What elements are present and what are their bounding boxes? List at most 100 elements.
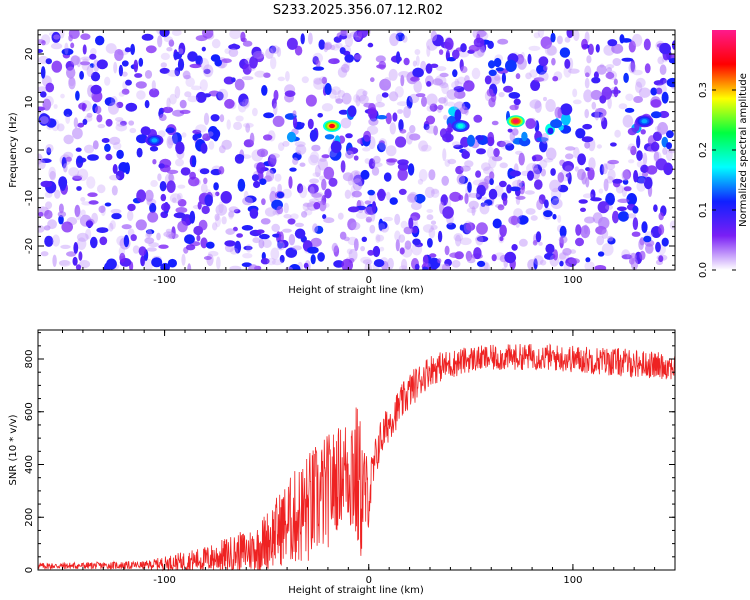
- heatmap-cell: [363, 102, 374, 108]
- heatmap-cell: [592, 212, 603, 224]
- heatmap-cell: [451, 260, 461, 268]
- heatmap-cell: [533, 32, 540, 39]
- heatmap-cell: [271, 223, 281, 232]
- heatmap-cell: [396, 101, 409, 107]
- heatmap-cell: [94, 105, 102, 114]
- heatmap-cell: [111, 185, 118, 196]
- heatmap-cell: [441, 263, 451, 270]
- spectrogram-x-tick-label: 100: [563, 275, 582, 286]
- heatmap-cell: [568, 258, 580, 264]
- heatmap-cell: [518, 137, 531, 147]
- heatmap-cell: [324, 188, 332, 199]
- heatmap-cell: [573, 146, 580, 159]
- heatmap-cell: [557, 172, 565, 183]
- heatmap-cell: [195, 124, 207, 133]
- heatmap-cell: [61, 221, 73, 233]
- heatmap-cell: [385, 145, 397, 157]
- heatmap-cell: [189, 171, 197, 180]
- heatmap-cell: [453, 101, 466, 112]
- heatmap-cell: [285, 71, 290, 82]
- heatmap-cell: [610, 142, 617, 147]
- heatmap-cell: [138, 246, 147, 256]
- heatmap-cell: [141, 33, 154, 41]
- heatmap-cell: [43, 95, 54, 107]
- heatmap-cell: [40, 91, 47, 98]
- heatmap-cell: [624, 107, 635, 113]
- heatmap-cell: [263, 72, 271, 78]
- heatmap-cell: [491, 155, 503, 162]
- heatmap-cell: [580, 225, 591, 239]
- heatmap-cell: [442, 206, 454, 219]
- heatmap-cell: [543, 96, 547, 102]
- heatmap-cell: [145, 45, 157, 54]
- heatmap-cell: [622, 114, 634, 128]
- heatmap-cell: [212, 222, 218, 231]
- heatmap-cell: [453, 144, 464, 150]
- heatmap-cell: [507, 128, 513, 133]
- heatmap-cell: [559, 260, 564, 267]
- heatmap-cell: [166, 47, 173, 52]
- heatmap-cell: [563, 262, 570, 270]
- heatmap-cell: [374, 101, 385, 108]
- heatmap-cell: [488, 69, 497, 77]
- heatmap-cell: [146, 197, 153, 206]
- heatmap-cell: [271, 98, 277, 109]
- heatmap-cell: [274, 173, 282, 182]
- heatmap-cell: [403, 57, 410, 66]
- heatmap-cell: [202, 133, 211, 141]
- heatmap-cell: [72, 256, 78, 266]
- heatmap-cell: [206, 241, 215, 249]
- heatmap-cell: [653, 204, 658, 212]
- heatmap-cell: [175, 141, 185, 155]
- heatmap-cell: [50, 42, 63, 50]
- heatmap-cell: [147, 211, 159, 223]
- heatmap-cell: [210, 114, 220, 122]
- heatmap-cell: [544, 252, 556, 260]
- heatmap-cell: [564, 58, 571, 69]
- heatmap-cell: [446, 222, 457, 230]
- heatmap-cell: [242, 63, 252, 75]
- heatmap-cell: [203, 68, 211, 75]
- heatmap-cell: [532, 240, 538, 246]
- heatmap-cell: [109, 136, 121, 145]
- heatmap-cell: [564, 165, 573, 173]
- heatmap-cell: [464, 193, 469, 205]
- heatmap-cell: [353, 155, 359, 161]
- heatmap-cell: [400, 220, 408, 229]
- heatmap-cell: [217, 88, 229, 101]
- heatmap-cell: [80, 197, 86, 202]
- heatmap-cell: [40, 180, 53, 188]
- heatmap-cell: [38, 225, 45, 233]
- heatmap-cell: [415, 55, 420, 67]
- heatmap-cell: [229, 265, 242, 270]
- heatmap-cell: [617, 198, 630, 203]
- heatmap-cell: [473, 247, 482, 260]
- heatmap-cell: [121, 88, 130, 95]
- heatmap-cell: [625, 93, 634, 102]
- heatmap-cell: [575, 224, 582, 236]
- heatmap-cell: [334, 95, 341, 102]
- heatmap-cell: [444, 159, 451, 167]
- colorbar-tick-label: 0.0: [698, 262, 709, 278]
- heatmap-cell: [607, 97, 612, 109]
- heatmap-cell: [49, 170, 56, 181]
- heatmap-cell: [204, 194, 213, 207]
- heatmap-cell: [597, 251, 605, 257]
- heatmap-cell: [344, 189, 352, 199]
- heatmap-cell: [584, 261, 595, 270]
- heatmap-cell: [252, 237, 261, 244]
- heatmap-cell: [505, 141, 513, 146]
- heatmap-cell: [535, 231, 542, 243]
- heatmap-cell: [88, 200, 99, 205]
- heatmap-cell: [650, 87, 658, 96]
- heatmap-cell: [160, 262, 170, 270]
- heatmap-cell: [59, 260, 71, 267]
- heatmap-cell: [216, 256, 221, 270]
- heatmap-cell: [265, 169, 275, 182]
- heatmap-cell: [273, 89, 279, 101]
- heatmap-cell: [118, 246, 126, 257]
- heatmap-cell: [242, 196, 253, 206]
- heatmap-cell: [321, 202, 330, 208]
- heatmap-cell: [172, 133, 178, 146]
- heatmap-cell: [603, 178, 609, 192]
